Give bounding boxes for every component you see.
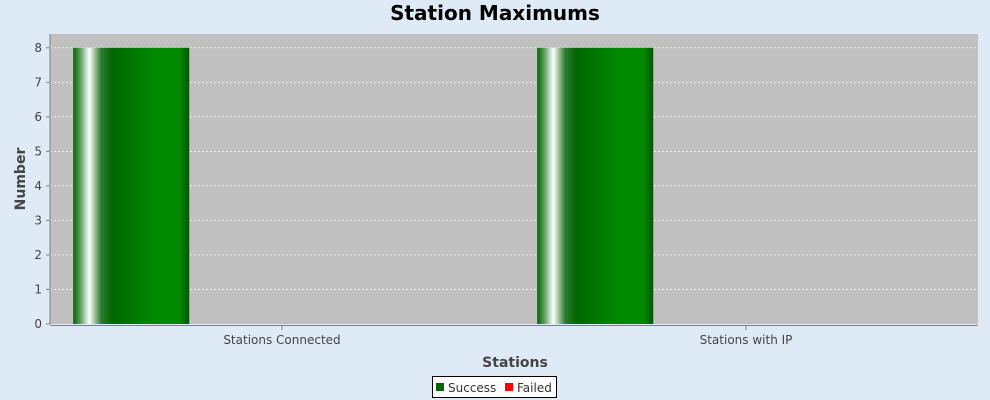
x-axis-label: Stations xyxy=(482,355,548,371)
x-ticks: Stations Connected Stations with IP xyxy=(223,326,792,347)
y-axis-label: Number xyxy=(13,148,29,211)
y-tick-label: 5 xyxy=(34,144,42,158)
legend-box xyxy=(432,376,557,398)
legend-swatch-success xyxy=(436,383,444,391)
legend: Success Failed xyxy=(432,376,557,398)
gridlines xyxy=(50,47,978,290)
legend-swatch-failed xyxy=(505,383,513,391)
y-tick-label: 8 xyxy=(34,41,42,55)
y-tick-label: 7 xyxy=(34,75,42,89)
x-tick-label: Stations with IP xyxy=(700,333,793,347)
chart-title: Station Maximums xyxy=(390,1,600,25)
y-tick-label: 6 xyxy=(34,110,42,124)
y-tick-label: 1 xyxy=(34,282,42,296)
y-ticks: 0 1 2 3 4 5 6 7 8 xyxy=(34,41,50,331)
legend-label-failed: Failed xyxy=(517,381,552,395)
y-tick-label: 2 xyxy=(34,248,42,262)
y-tick-label: 3 xyxy=(34,213,42,227)
x-tick-label: Stations Connected xyxy=(223,333,340,347)
bar-success-1 xyxy=(537,47,654,325)
bar-success-0 xyxy=(73,47,190,325)
y-tick-label: 4 xyxy=(34,179,42,193)
bars xyxy=(73,47,654,325)
legend-label-success: Success xyxy=(448,381,496,395)
y-tick-label: 0 xyxy=(34,317,42,331)
